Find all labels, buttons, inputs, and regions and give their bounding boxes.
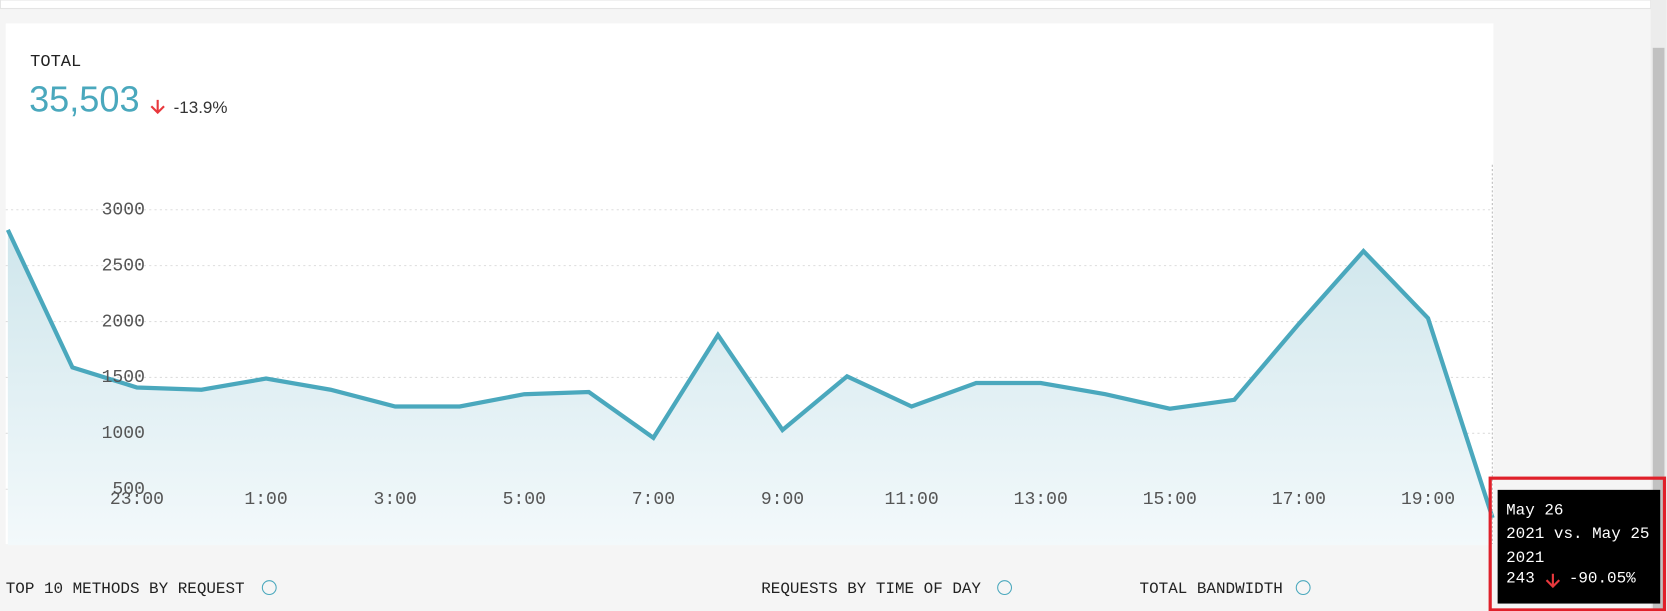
x-tick-label: 19:00	[1401, 490, 1455, 510]
x-tick-label: 5:00	[503, 490, 546, 510]
tooltip	[1497, 489, 1661, 604]
section-title: TOTAL BANDWIDTH	[1140, 580, 1283, 598]
chart: 500 1000 1500 2000 2500 3000 23:00 1:00 3:00 5:00…	[5, 201, 1495, 546]
scrollbar-thumb[interactable]	[1652, 47, 1665, 611]
x-tick-label: 13:00	[1014, 490, 1068, 510]
section-title: REQUESTS BY TIME OF DAY	[761, 580, 981, 598]
x-tick-label: 9:00	[761, 490, 804, 510]
tooltip-value: 243	[1506, 569, 1535, 587]
y-tick-label: 3000	[102, 201, 145, 221]
x-tick-label: 15:00	[1143, 490, 1197, 510]
x-tick-label: 3:00	[374, 490, 417, 510]
total-label: TOTAL	[30, 53, 81, 72]
y-tick-label: 1000	[102, 424, 145, 444]
tooltip-change: -90.05%	[1569, 569, 1636, 587]
info-icon[interactable]	[997, 580, 1013, 596]
x-tick-label: 23:00	[110, 490, 164, 510]
down-arrow	[1545, 573, 1561, 589]
x-tick-label: 17:00	[1272, 490, 1326, 510]
y-tick-label: 2000	[102, 312, 145, 332]
top-bar	[0, 0, 1652, 10]
total-value: 35,503	[29, 79, 139, 120]
highlight-box	[1488, 476, 1667, 611]
section-title: TOP 10 METHODS BY REQUEST	[6, 580, 245, 598]
area	[7, 229, 1493, 546]
info-icon[interactable]	[1295, 580, 1311, 596]
y-tick-label: 2500	[102, 256, 145, 276]
x-tick-label: 7:00	[632, 490, 675, 510]
x-tick-label: 1:00	[244, 490, 287, 510]
y-tick-label: 1500	[102, 368, 145, 388]
y-tick-label: 500	[112, 480, 145, 500]
x-tick-label: 11:00	[885, 490, 939, 510]
total-change: -13.9%	[174, 98, 228, 117]
info-icon[interactable]	[261, 580, 277, 596]
line	[5, 228, 1495, 519]
down-arrow	[150, 99, 165, 115]
tooltip-title: May 26 2021 vs. May 25 2021	[1506, 501, 1649, 567]
